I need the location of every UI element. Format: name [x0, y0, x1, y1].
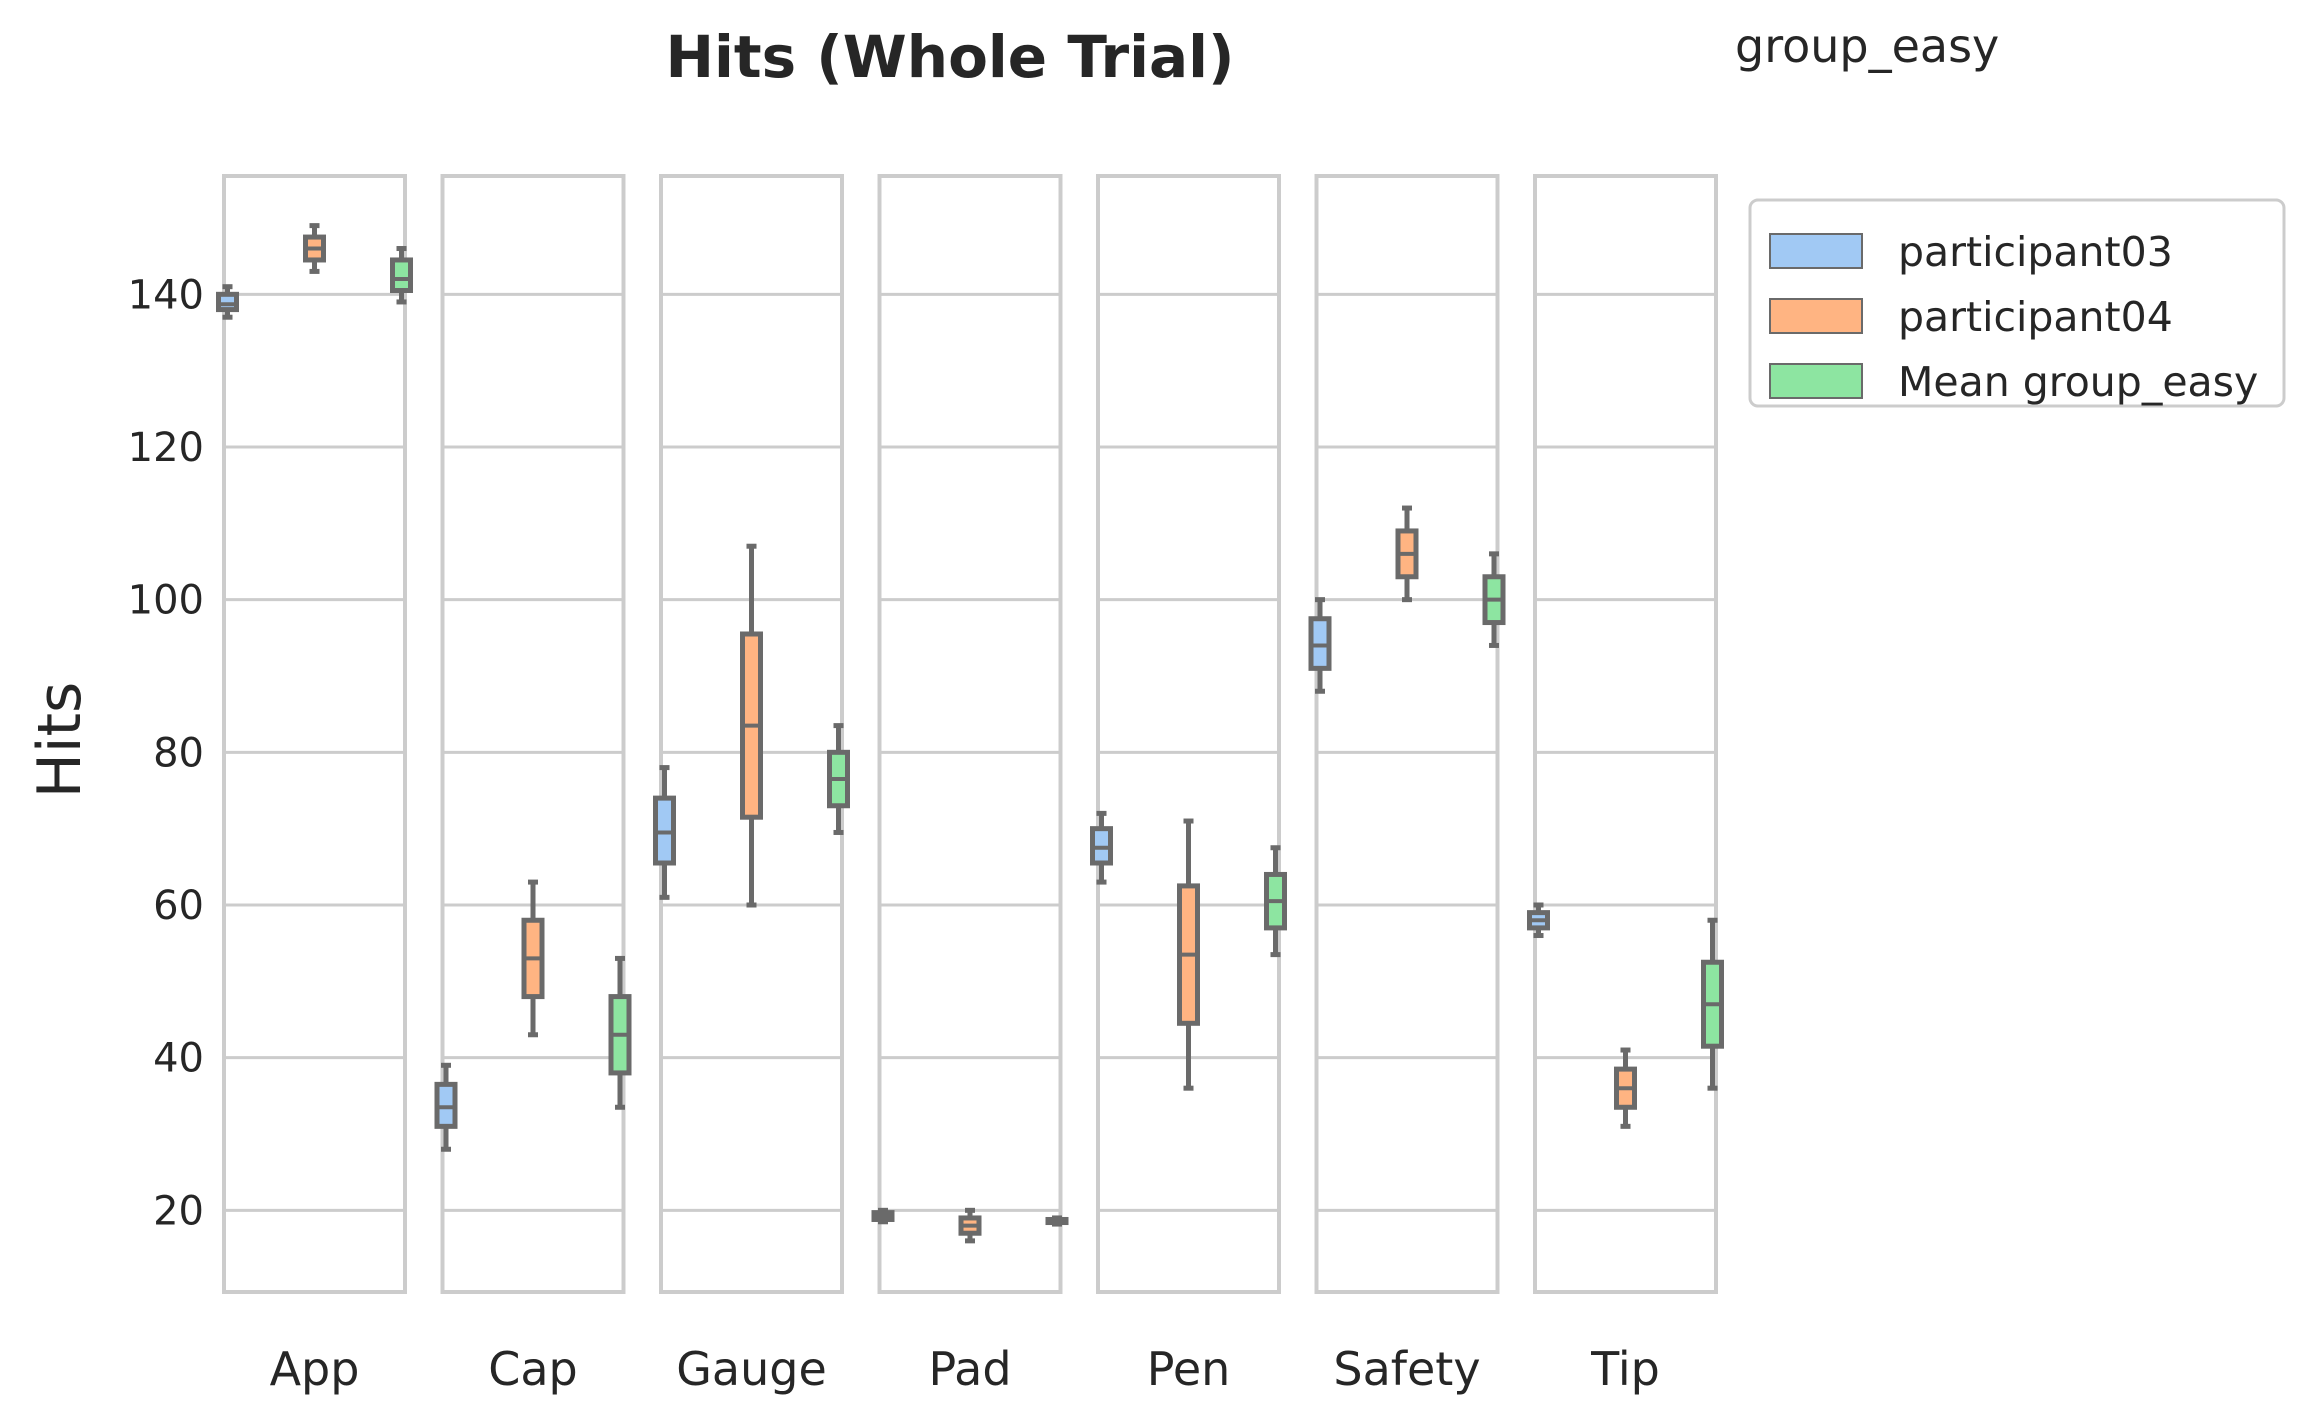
legend: participant03 participant04 Mean group_eas… — [1748, 198, 2286, 408]
box-participant03 — [1527, 902, 1550, 939]
box-mean-group_easy — [1264, 845, 1287, 958]
panel-frame — [659, 174, 844, 1294]
panel-frame — [1096, 174, 1281, 1294]
panels-layer: 20 40 60 80 100 120 140 App Cap Gauge Pad Pen Safety… — [128, 174, 1724, 1396]
panel-tip: Tip — [1527, 174, 1724, 1396]
y-tick-label: 80 — [153, 730, 204, 776]
box-participant03 — [653, 765, 676, 900]
box-participant04 — [303, 223, 326, 274]
box-participant03 — [871, 1207, 895, 1225]
y-tick-label: 20 — [153, 1188, 204, 1234]
group-label: group_easy — [1735, 19, 1999, 73]
legend-label: Mean group_easy — [1898, 358, 2258, 406]
box-iqr — [216, 291, 239, 313]
box-mean-group_easy — [1701, 917, 1724, 1091]
box-participant03 — [216, 284, 239, 320]
legend-item: Mean group_easy — [1769, 358, 2258, 406]
panel-frame — [222, 174, 407, 1294]
y-tick-label: 40 — [153, 1036, 204, 1082]
box-participant04 — [958, 1207, 982, 1244]
panel-frame — [440, 174, 626, 1294]
box-participant04 — [1614, 1047, 1637, 1129]
panel-cap: Cap — [434, 174, 632, 1396]
category-label: App — [270, 1342, 360, 1396]
box-participant04 — [521, 879, 545, 1038]
category-label: Pad — [928, 1342, 1011, 1396]
y-tick-label: 60 — [153, 883, 204, 929]
box-mean-group_easy — [390, 246, 413, 305]
legend-swatch — [1769, 298, 1863, 334]
box-mean-group_easy — [1045, 1215, 1069, 1227]
y-tick-label: 100 — [128, 578, 204, 624]
panel-frame — [877, 174, 1063, 1294]
box-mean-group_easy — [827, 723, 850, 835]
category-label: Gauge — [676, 1342, 827, 1396]
legend-swatch — [1769, 363, 1863, 399]
panel-frame — [1533, 174, 1718, 1294]
box-mean-group_easy — [608, 955, 632, 1110]
y-axis-label: Hits — [25, 682, 95, 799]
category-label: Cap — [488, 1342, 578, 1396]
box-participant04 — [1177, 818, 1200, 1091]
legend-label: participant04 — [1898, 293, 2173, 341]
legend-label: participant03 — [1898, 228, 2173, 276]
box-participant04 — [1395, 505, 1419, 603]
panel-app: App — [216, 174, 413, 1396]
box-participant03 — [1090, 810, 1113, 885]
panel-pad: Pad — [871, 174, 1069, 1396]
panel-gauge: Gauge — [653, 174, 850, 1396]
chart-title: Hits (Whole Trial) — [665, 23, 1234, 91]
box-mean-group_easy — [1482, 551, 1506, 648]
y-tick-label: 120 — [128, 425, 204, 471]
box-participant03 — [1308, 597, 1332, 694]
y-tick-label: 140 — [128, 272, 204, 318]
legend-swatch — [1769, 233, 1863, 269]
panel-safety: Safety — [1308, 174, 1506, 1396]
panel-frame — [1314, 174, 1500, 1294]
panel-pen: Pen — [1090, 174, 1287, 1396]
box-participant03 — [434, 1062, 458, 1152]
category-label: Pen — [1147, 1342, 1231, 1396]
box-iqr — [390, 257, 413, 294]
legend-frame — [1748, 198, 2286, 408]
box-participant04 — [740, 543, 763, 908]
category-label: Safety — [1333, 1342, 1480, 1396]
legend-item: participant04 — [1769, 293, 2173, 341]
category-label: Tip — [1590, 1342, 1660, 1396]
legend-item: participant03 — [1769, 228, 2173, 276]
